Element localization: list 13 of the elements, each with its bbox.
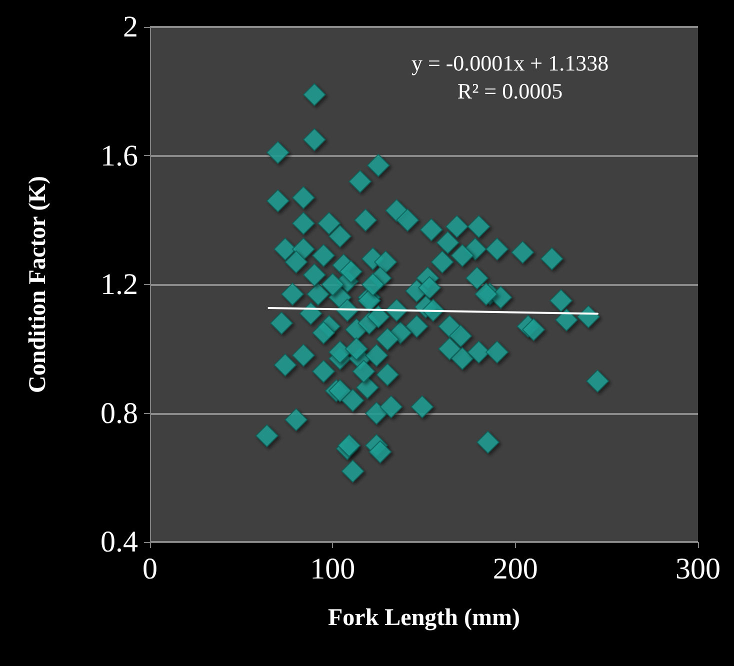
x-tick-label: 300 <box>676 552 720 586</box>
y-tick-label: 0.4 <box>100 526 138 558</box>
annotation: y = -0.0001x + 1.1338 <box>411 50 609 76</box>
y-tick-label: 1.2 <box>100 268 138 301</box>
x-axis-title: Fork Length (mm) <box>328 605 520 631</box>
y-axis-title: Condition Factor (K) <box>25 176 51 393</box>
x-tick-label: 100 <box>310 552 356 586</box>
y-tick-label: 1.6 <box>100 139 138 172</box>
x-tick-label: 200 <box>492 552 538 586</box>
y-tick-label: 2 <box>123 10 138 44</box>
annotation: R² = 0.0005 <box>457 78 563 104</box>
x-tick-label: 0 <box>142 552 158 586</box>
y-tick-label: 0.8 <box>100 396 138 430</box>
